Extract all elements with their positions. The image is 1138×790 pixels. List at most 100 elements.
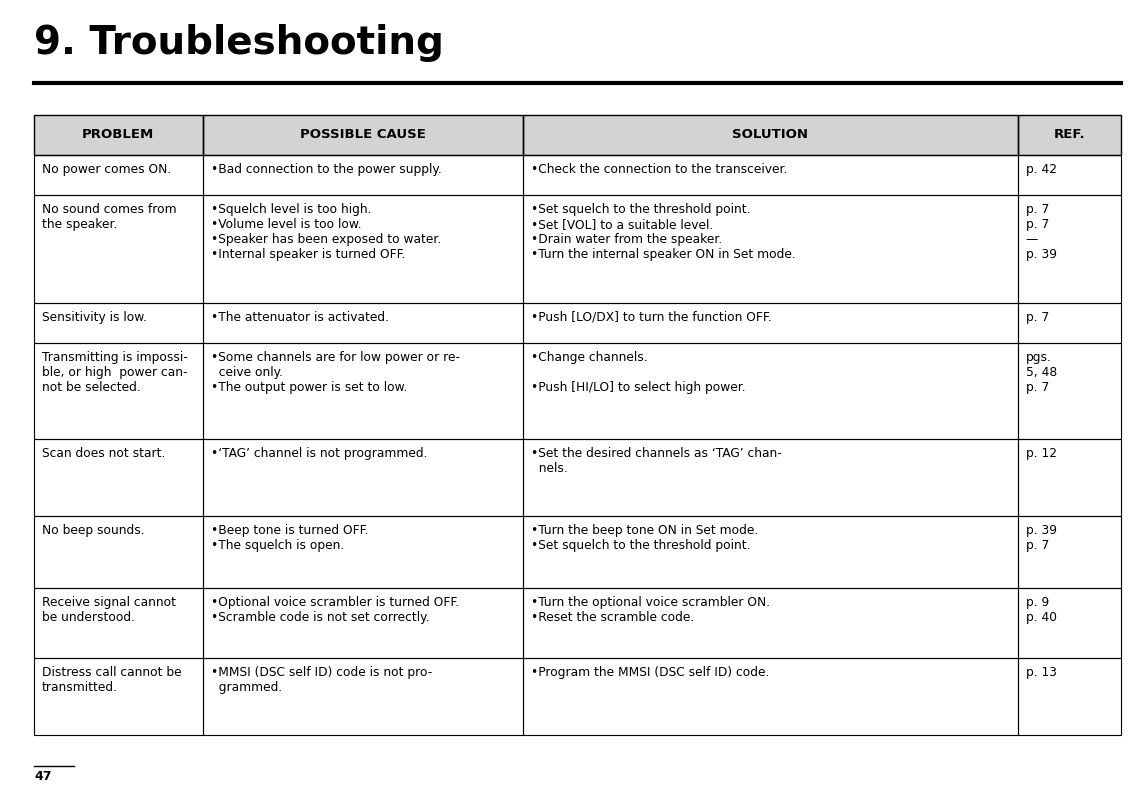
Bar xyxy=(34,658,203,735)
Bar xyxy=(523,115,1017,155)
Bar xyxy=(203,439,523,516)
Bar xyxy=(523,588,1017,658)
Bar xyxy=(1017,303,1121,343)
Bar xyxy=(203,588,523,658)
Bar xyxy=(34,343,203,439)
Bar xyxy=(34,516,203,588)
Text: Receive signal cannot
be understood.: Receive signal cannot be understood. xyxy=(42,596,176,623)
Text: •The attenuator is activated.: •The attenuator is activated. xyxy=(211,310,388,324)
Text: 9. Troubleshooting: 9. Troubleshooting xyxy=(34,24,444,62)
Bar xyxy=(34,155,203,195)
Text: POSSIBLE CAUSE: POSSIBLE CAUSE xyxy=(300,128,426,141)
Text: 47: 47 xyxy=(34,770,51,783)
Text: pgs.
5, 48
p. 7: pgs. 5, 48 p. 7 xyxy=(1025,351,1057,394)
Bar xyxy=(203,588,523,658)
Bar xyxy=(203,658,523,735)
Bar xyxy=(523,303,1017,343)
Bar xyxy=(1017,155,1121,195)
Bar xyxy=(34,343,203,439)
Bar xyxy=(34,588,203,658)
Text: •Some channels are for low power or re-
  ceive only.
•The output power is set t: •Some channels are for low power or re- … xyxy=(211,351,460,394)
Bar xyxy=(523,303,1017,343)
Bar xyxy=(203,516,523,588)
Bar xyxy=(1017,195,1121,303)
Bar xyxy=(1017,658,1121,735)
Bar xyxy=(203,155,523,195)
Text: •Set the desired channels as ‘TAG’ chan-
  nels.: •Set the desired channels as ‘TAG’ chan-… xyxy=(531,447,782,475)
Bar xyxy=(203,195,523,303)
Bar xyxy=(1017,115,1121,155)
Bar xyxy=(203,303,523,343)
Text: p. 7: p. 7 xyxy=(1025,310,1049,324)
Text: No beep sounds.: No beep sounds. xyxy=(42,524,145,537)
Text: •Bad connection to the power supply.: •Bad connection to the power supply. xyxy=(211,163,442,176)
Text: p. 7
p. 7
—
p. 39: p. 7 p. 7 — p. 39 xyxy=(1025,203,1057,261)
Text: No sound comes from
the speaker.: No sound comes from the speaker. xyxy=(42,203,176,231)
Bar xyxy=(523,588,1017,658)
Bar xyxy=(523,195,1017,303)
Text: •Turn the beep tone ON in Set mode.
•Set squelch to the threshold point.: •Turn the beep tone ON in Set mode. •Set… xyxy=(531,524,758,552)
Bar xyxy=(34,439,203,516)
Bar xyxy=(1017,658,1121,735)
Bar xyxy=(34,195,203,303)
Bar xyxy=(523,155,1017,195)
Text: Transmitting is impossi-
ble, or high  power can-
not be selected.: Transmitting is impossi- ble, or high po… xyxy=(42,351,188,394)
Text: •MMSI (DSC self ID) code is not pro-
  grammed.: •MMSI (DSC self ID) code is not pro- gra… xyxy=(211,666,431,694)
Text: •Check the connection to the transceiver.: •Check the connection to the transceiver… xyxy=(531,163,787,176)
Bar xyxy=(523,343,1017,439)
Bar xyxy=(34,658,203,735)
Bar xyxy=(523,439,1017,516)
Text: •Push [LO/DX] to turn the function OFF.: •Push [LO/DX] to turn the function OFF. xyxy=(531,310,772,324)
Bar xyxy=(523,658,1017,735)
Bar xyxy=(203,343,523,439)
Text: p. 12: p. 12 xyxy=(1025,447,1057,460)
Bar xyxy=(1017,439,1121,516)
Text: No power comes ON.: No power comes ON. xyxy=(42,163,172,176)
Bar xyxy=(523,195,1017,303)
Text: p. 9
p. 40: p. 9 p. 40 xyxy=(1025,596,1057,623)
Bar xyxy=(34,155,203,195)
Bar xyxy=(34,439,203,516)
Bar xyxy=(523,115,1017,155)
Bar xyxy=(34,303,203,343)
Text: Scan does not start.: Scan does not start. xyxy=(42,447,165,460)
Bar xyxy=(203,195,523,303)
Bar xyxy=(203,439,523,516)
Bar xyxy=(203,155,523,195)
Bar xyxy=(523,516,1017,588)
Text: •Program the MMSI (DSC self ID) code.: •Program the MMSI (DSC self ID) code. xyxy=(531,666,769,679)
Bar xyxy=(203,658,523,735)
Bar xyxy=(203,343,523,439)
Text: REF.: REF. xyxy=(1054,128,1086,141)
Bar xyxy=(34,115,203,155)
Bar xyxy=(203,115,523,155)
Text: SOLUTION: SOLUTION xyxy=(733,128,808,141)
Bar xyxy=(203,303,523,343)
Bar xyxy=(1017,343,1121,439)
Bar xyxy=(1017,303,1121,343)
Bar xyxy=(34,115,203,155)
Text: •Optional voice scrambler is turned OFF.
•Scramble code is not set correctly.: •Optional voice scrambler is turned OFF.… xyxy=(211,596,459,623)
Text: p. 13: p. 13 xyxy=(1025,666,1057,679)
Text: •Turn the optional voice scrambler ON.
•Reset the scramble code.: •Turn the optional voice scrambler ON. •… xyxy=(531,596,770,623)
Bar xyxy=(1017,516,1121,588)
Text: Distress call cannot be
transmitted.: Distress call cannot be transmitted. xyxy=(42,666,182,694)
Bar xyxy=(1017,343,1121,439)
Text: Sensitivity is low.: Sensitivity is low. xyxy=(42,310,147,324)
Bar xyxy=(1017,516,1121,588)
Bar xyxy=(1017,115,1121,155)
Bar xyxy=(1017,195,1121,303)
Bar xyxy=(203,115,523,155)
Bar xyxy=(34,195,203,303)
Bar xyxy=(523,516,1017,588)
Bar xyxy=(1017,155,1121,195)
Bar xyxy=(203,516,523,588)
Text: PROBLEM: PROBLEM xyxy=(82,128,155,141)
Bar xyxy=(1017,439,1121,516)
Bar xyxy=(1017,588,1121,658)
Bar xyxy=(523,439,1017,516)
Bar xyxy=(1017,588,1121,658)
Text: p. 39
p. 7: p. 39 p. 7 xyxy=(1025,524,1057,552)
Bar xyxy=(523,658,1017,735)
Bar xyxy=(34,303,203,343)
